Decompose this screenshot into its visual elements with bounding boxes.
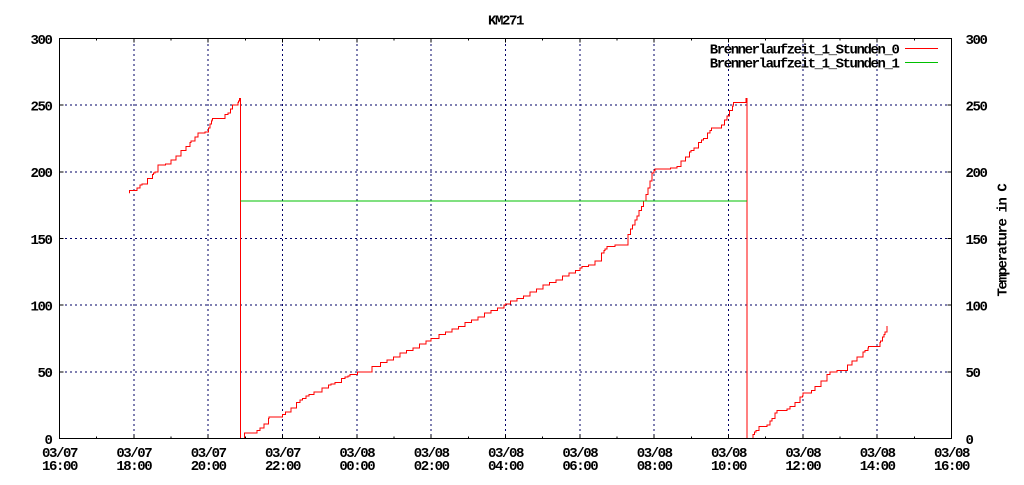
svg-text:Brennerlaufzeit_1_Stunden_0: Brennerlaufzeit_1_Stunden_0	[710, 42, 900, 58]
svg-text:08:00: 08:00	[637, 459, 673, 475]
svg-text:50: 50	[38, 366, 53, 382]
svg-text:10:00: 10:00	[711, 459, 747, 475]
svg-text:KM271: KM271	[488, 14, 524, 30]
svg-text:20:00: 20:00	[191, 459, 227, 475]
svg-text:03/08: 03/08	[785, 446, 821, 462]
svg-text:03/08: 03/08	[711, 446, 747, 462]
svg-text:Temperature in C: Temperature in C	[996, 183, 1012, 297]
svg-text:06:00: 06:00	[562, 459, 598, 475]
svg-text:50: 50	[966, 366, 981, 382]
svg-text:300: 300	[31, 33, 53, 49]
svg-text:03/08: 03/08	[414, 446, 450, 462]
svg-text:22:00: 22:00	[265, 459, 301, 475]
svg-text:200: 200	[31, 166, 53, 182]
svg-text:03/08: 03/08	[339, 446, 375, 462]
svg-text:02:00: 02:00	[414, 459, 450, 475]
svg-text:04:00: 04:00	[488, 459, 524, 475]
svg-text:03/07: 03/07	[42, 446, 78, 462]
svg-text:300: 300	[966, 33, 988, 49]
svg-text:18:00: 18:00	[116, 459, 152, 475]
svg-text:100: 100	[966, 300, 988, 316]
svg-text:Brennerlaufzeit_1_Stunden_1: Brennerlaufzeit_1_Stunden_1	[710, 56, 900, 72]
svg-text:100: 100	[31, 300, 53, 316]
svg-text:14:00: 14:00	[860, 459, 896, 475]
svg-text:250: 250	[966, 100, 988, 116]
svg-text:03/08: 03/08	[860, 446, 896, 462]
svg-text:150: 150	[966, 233, 988, 249]
svg-text:03/08: 03/08	[562, 446, 598, 462]
svg-text:200: 200	[966, 166, 988, 182]
svg-text:03/07: 03/07	[265, 446, 301, 462]
svg-text:03/08: 03/08	[637, 446, 673, 462]
svg-text:00:00: 00:00	[339, 459, 375, 475]
svg-text:0: 0	[45, 433, 53, 449]
svg-text:03/07: 03/07	[116, 446, 152, 462]
svg-text:03/08: 03/08	[934, 446, 970, 462]
svg-text:150: 150	[31, 233, 53, 249]
svg-text:03/08: 03/08	[488, 446, 524, 462]
svg-text:0: 0	[966, 433, 974, 449]
svg-text:12:00: 12:00	[785, 459, 821, 475]
svg-text:03/07: 03/07	[191, 446, 227, 462]
svg-text:250: 250	[31, 100, 53, 116]
svg-text:16:00: 16:00	[42, 459, 78, 475]
svg-text:16:00: 16:00	[934, 459, 970, 475]
